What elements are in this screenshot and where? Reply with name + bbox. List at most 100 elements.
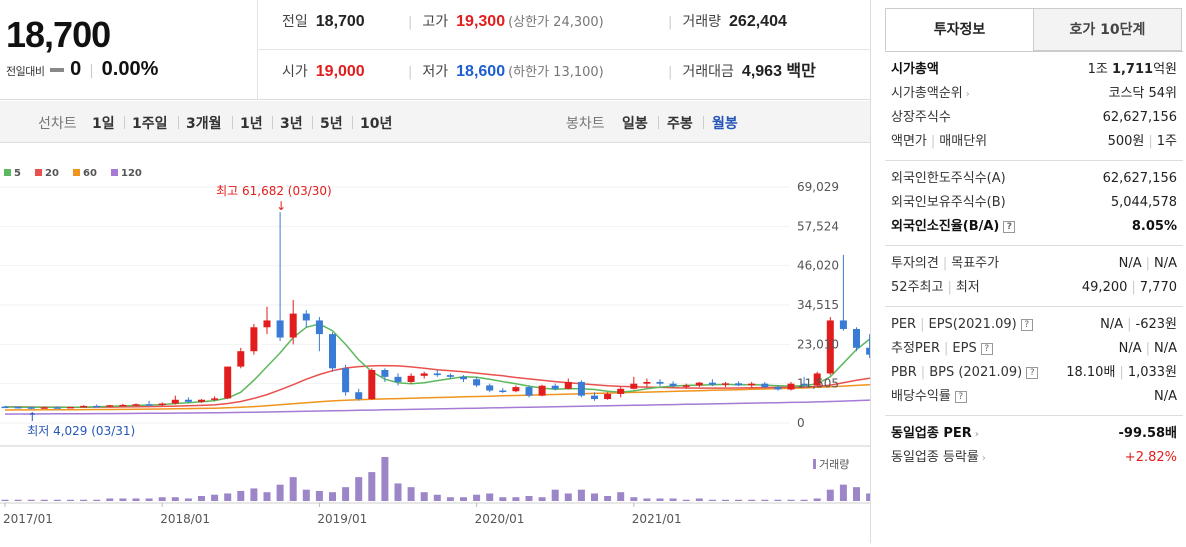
divider [312, 116, 313, 129]
upper-limit: (상한가 24,300) [508, 15, 604, 30]
shares-label: 상장주식수 [891, 110, 951, 125]
volume-bar [577, 489, 585, 501]
legend-label: 5 [14, 168, 21, 179]
candle-body [80, 405, 88, 408]
candle-body [171, 399, 179, 404]
amount-label: 거래대금 [682, 64, 734, 80]
prev-close-label: 전일 [282, 14, 308, 30]
y-tick-label: 57,524 [797, 219, 839, 233]
foreign-hold-row: 외국인보유주식수(B) 5,044,578 [885, 191, 1183, 215]
candle-body [1, 406, 9, 409]
industry-per-row[interactable]: 동일업종 PER › -99.58배 [885, 422, 1183, 446]
shares-value: 62,627,156 [1102, 110, 1177, 125]
x-tick-label: 2020/01 [475, 512, 525, 526]
dividend-label: 배당수익률? [891, 385, 967, 409]
candle-body [224, 366, 232, 399]
par-value: 500원 | 1주 [1107, 134, 1177, 149]
price-summary-table: 전일 18,700 | 고가 19,300 (상한가 24,300) | 거래량 262,4… [258, 0, 870, 100]
foreign-ratio-row: 외국인소진율(B/A)? 8.05% [885, 215, 1183, 239]
period-3y[interactable]: 3년 [280, 116, 303, 132]
ma20-line [5, 364, 909, 408]
week52-row: 52주최고 | 최저 49,200 | 7,770 [885, 276, 1183, 300]
candle-body [106, 405, 114, 407]
volume-bar [394, 483, 402, 501]
candle-monthly[interactable]: 월봉 [712, 116, 738, 132]
info-group-opinion: 투자의견 | 목표주가 N/A | N/A 52주최고 | 최저 49,200 | 7,770 [885, 246, 1183, 307]
pbr-label: PBR | BPS (2021.09)? [891, 361, 1039, 385]
volume-bar [250, 488, 258, 501]
industry-rate-row[interactable]: 동일업종 등락률 › +2.82% [885, 446, 1183, 470]
arrow-up-icon: ↑ [27, 410, 37, 424]
volume-bar [708, 499, 716, 501]
candle-body [499, 390, 507, 393]
candle-body [394, 376, 402, 382]
candle-daily[interactable]: 일봉 [622, 116, 648, 132]
volume-bar [224, 493, 232, 501]
candle-weekly[interactable]: 주봉 [667, 116, 693, 132]
help-icon[interactable]: ? [1026, 366, 1039, 379]
candle-body [355, 392, 363, 400]
chart-grid [0, 186, 870, 504]
candle-body [774, 387, 782, 390]
candle-body [591, 395, 598, 400]
candle-body [682, 385, 690, 387]
candle-body [446, 375, 454, 377]
help-icon[interactable]: ? [1003, 220, 1016, 233]
volume-bar [473, 494, 481, 501]
candle-body [813, 373, 821, 386]
volume-bar [551, 489, 559, 501]
candle-body [800, 383, 808, 386]
volume-bar [564, 493, 572, 501]
candle-body [198, 399, 205, 402]
candle-body [564, 381, 572, 389]
shares-row: 상장주식수 62,627,156 [885, 106, 1183, 130]
candle-body [473, 379, 481, 386]
market-cap-rank-row[interactable]: 시가총액순위 › 코스닥 54위 [885, 82, 1183, 106]
tab-orderbook-10[interactable]: 호가 10단계 [1033, 8, 1182, 51]
volume-bar [27, 499, 35, 501]
volume-bar [643, 498, 651, 501]
volume-bar [695, 498, 703, 501]
opinion-value: N/A | N/A [1118, 256, 1177, 271]
divider: | [668, 15, 673, 30]
candle-body [329, 334, 336, 369]
candle-body [617, 388, 625, 394]
legend-swatch [111, 169, 118, 176]
period-5y[interactable]: 5년 [320, 116, 343, 132]
stock-chart[interactable]: 5 20 60 120 최고 61,682 (03/30) ↓ ↑ 최저 4,029 (03… [0, 143, 913, 543]
dividend-value: N/A [1154, 389, 1177, 404]
help-icon[interactable]: ? [980, 342, 993, 355]
per-label: PER | EPS(2021.09)? [891, 313, 1033, 337]
market-cap-rank-label[interactable]: 시가총액순위 › [891, 86, 970, 101]
candle-body [342, 368, 350, 393]
candle-body [735, 383, 743, 386]
divider [178, 116, 179, 129]
volume-bar [289, 477, 297, 501]
period-3m[interactable]: 3개월 [186, 116, 222, 132]
industry-rate-label[interactable]: 동일업종 등락률 › [891, 450, 986, 465]
flat-change-icon [50, 68, 65, 72]
info-group-industry: 동일업종 PER › -99.58배 동일업종 등락률 › +2.82% [885, 416, 1183, 476]
candle-body [263, 320, 271, 328]
period-1w[interactable]: 1주일 [132, 116, 168, 132]
volume-bar [748, 499, 756, 501]
candle-body [669, 383, 677, 387]
volume-bar [93, 499, 101, 501]
volume-bar [53, 499, 61, 501]
market-cap-value: 1조 1,711억원 [1087, 62, 1177, 77]
tab-investment-info[interactable]: 투자정보 [885, 8, 1034, 51]
volume-bar [198, 495, 205, 501]
volume-bar [263, 492, 271, 501]
est-per-row: 추정PER | EPS? N/A | N/A [885, 337, 1183, 361]
low-label: 저가 [422, 64, 449, 80]
legend-label: 20 [45, 168, 59, 179]
change-label: 전일대비 [6, 65, 45, 78]
period-1y[interactable]: 1년 [240, 116, 263, 132]
period-1d[interactable]: 1일 [92, 116, 115, 132]
help-icon[interactable]: ? [954, 390, 967, 403]
help-icon[interactable]: ? [1020, 318, 1033, 331]
volume-bar [407, 487, 415, 501]
period-10y[interactable]: 10년 [360, 116, 393, 132]
volume-bar [80, 499, 88, 501]
industry-per-label[interactable]: 동일업종 PER › [891, 426, 979, 441]
